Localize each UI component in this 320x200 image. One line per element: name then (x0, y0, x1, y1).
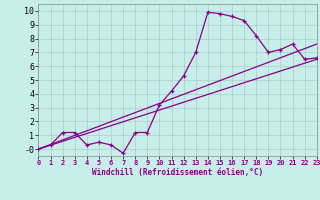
X-axis label: Windchill (Refroidissement éolien,°C): Windchill (Refroidissement éolien,°C) (92, 168, 263, 177)
